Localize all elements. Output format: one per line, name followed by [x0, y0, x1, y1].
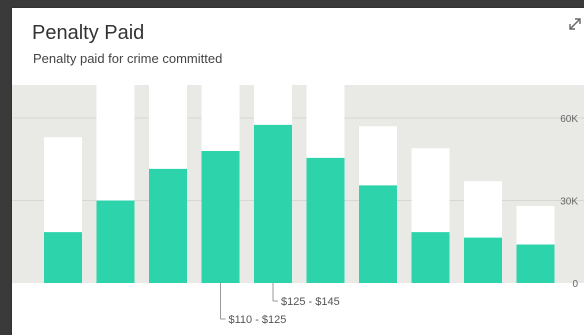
bar-value [44, 232, 82, 283]
bar-value [201, 151, 240, 283]
chart-subtitle: Penalty paid for crime committed [33, 51, 223, 66]
y-tick-label: 30K [560, 197, 578, 208]
annotation-label: $125 - $145 [281, 296, 340, 308]
bar-value [149, 168, 187, 283]
chart-card: Penalty Paid Penalty paid for crime comm… [12, 8, 584, 335]
bar-value [516, 244, 555, 283]
bar-value [254, 124, 292, 283]
y-tick-label: 0 [572, 279, 578, 290]
bar-value [306, 157, 345, 283]
expand-arrows-icon[interactable] [565, 14, 584, 34]
bar-value [411, 232, 450, 283]
y-tick-label: 60K [560, 114, 578, 125]
bar-value [359, 185, 397, 283]
annotation-label: $110 - $125 [229, 314, 287, 326]
bar-value [96, 200, 135, 283]
bar-chart: 0 30K 60K $110 - $125 $125 - $145 [12, 85, 584, 326]
bar-value [464, 237, 502, 283]
chart-title: Penalty Paid [32, 22, 145, 44]
